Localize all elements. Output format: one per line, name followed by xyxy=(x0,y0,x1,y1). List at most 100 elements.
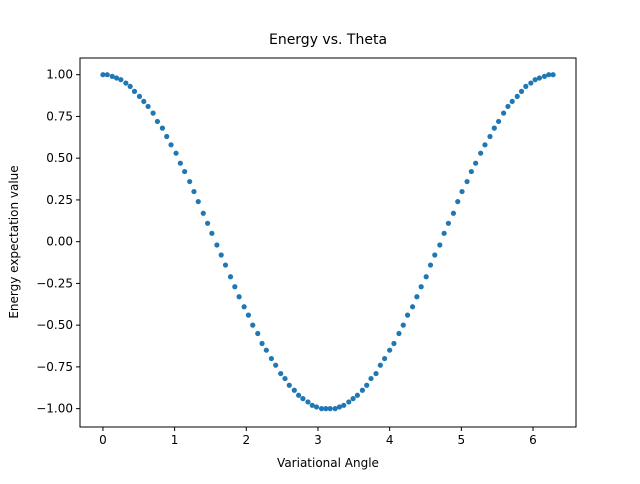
point xyxy=(473,160,479,166)
plot-frame xyxy=(79,57,577,428)
point xyxy=(346,399,352,405)
point xyxy=(495,118,502,125)
point xyxy=(200,210,206,216)
point xyxy=(131,88,138,94)
point xyxy=(227,274,234,280)
point xyxy=(182,168,188,175)
point xyxy=(173,150,179,156)
point xyxy=(278,370,284,377)
point xyxy=(400,322,406,328)
point xyxy=(501,110,507,116)
point xyxy=(104,72,110,78)
point xyxy=(468,168,474,175)
point xyxy=(404,312,411,318)
point xyxy=(359,387,366,393)
point xyxy=(505,103,511,110)
x-tick-label: 6 xyxy=(529,433,537,447)
point xyxy=(437,242,443,248)
point xyxy=(100,72,106,78)
point xyxy=(387,347,393,353)
point xyxy=(300,396,306,402)
point xyxy=(282,375,288,382)
point xyxy=(127,83,133,89)
y-axis-label: Energy expectation value xyxy=(7,165,21,318)
point xyxy=(528,80,534,86)
point xyxy=(118,77,124,83)
point xyxy=(136,93,143,100)
point xyxy=(123,80,129,86)
point xyxy=(309,402,315,408)
y-tick-label: −1.00 xyxy=(36,402,73,416)
point xyxy=(318,406,325,412)
point xyxy=(364,382,370,388)
point xyxy=(250,322,256,328)
point xyxy=(441,230,447,236)
y-tick-label: 0.50 xyxy=(46,151,73,165)
chart-title: Energy vs. Theta xyxy=(269,32,387,48)
point xyxy=(268,355,274,362)
point xyxy=(141,98,147,105)
point xyxy=(323,406,329,412)
point xyxy=(509,98,515,105)
x-tick-label: 0 xyxy=(99,433,107,447)
x-tick-label: 1 xyxy=(171,433,179,447)
y-tick-label: 0.25 xyxy=(46,193,73,207)
point xyxy=(259,340,265,347)
point xyxy=(177,160,183,166)
point xyxy=(459,188,465,195)
point xyxy=(218,252,224,258)
point xyxy=(313,404,320,410)
point xyxy=(204,220,211,226)
point xyxy=(518,88,525,94)
point xyxy=(536,75,543,81)
point xyxy=(523,83,529,89)
x-tick-label: 2 xyxy=(242,433,250,447)
point xyxy=(391,340,397,347)
y-tick-label: −0.50 xyxy=(36,318,73,332)
point xyxy=(455,198,461,205)
point xyxy=(336,404,343,410)
point xyxy=(482,142,488,148)
point xyxy=(350,396,356,402)
point xyxy=(245,312,252,318)
y-tick-label: 0.75 xyxy=(46,109,73,123)
point xyxy=(168,142,174,148)
point xyxy=(296,392,302,398)
point xyxy=(487,133,493,140)
point xyxy=(396,330,402,337)
point xyxy=(341,402,347,408)
point xyxy=(418,284,424,290)
y-tick-label: 1.00 xyxy=(46,68,73,82)
point xyxy=(377,362,383,368)
point xyxy=(241,304,247,310)
point xyxy=(109,73,115,79)
point xyxy=(354,392,360,398)
point xyxy=(150,110,156,116)
point xyxy=(373,370,379,377)
point xyxy=(164,133,170,140)
x-tick-label: 4 xyxy=(386,433,394,447)
point xyxy=(332,406,338,412)
point xyxy=(255,330,261,337)
point xyxy=(414,294,420,300)
point xyxy=(286,382,292,388)
point xyxy=(273,362,279,368)
point xyxy=(427,262,434,268)
point xyxy=(382,355,388,362)
point xyxy=(305,399,311,405)
point xyxy=(432,252,438,258)
point xyxy=(450,210,457,216)
point xyxy=(532,77,538,83)
point xyxy=(491,125,497,131)
point xyxy=(423,274,429,280)
point xyxy=(291,387,297,393)
point xyxy=(409,304,416,310)
point xyxy=(187,178,193,185)
point xyxy=(232,284,238,290)
x-tick-label: 3 xyxy=(314,433,322,447)
point xyxy=(145,103,151,110)
point xyxy=(209,230,215,236)
point xyxy=(478,150,484,156)
